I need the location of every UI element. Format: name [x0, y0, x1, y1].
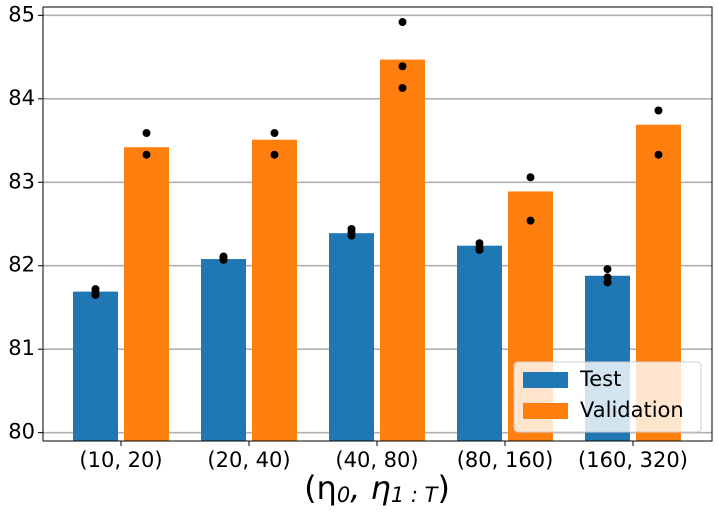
- x-label-part: , η: [350, 469, 391, 507]
- x-tick-label: (20, 40): [207, 448, 290, 472]
- x-tick-label: (40, 80): [335, 448, 418, 472]
- y-tick-label: 84: [8, 86, 35, 110]
- y-tick-label: 80: [8, 420, 35, 444]
- data-point: [526, 216, 535, 225]
- data-point: [270, 150, 279, 159]
- data-point: [475, 245, 484, 254]
- bar: [201, 259, 246, 441]
- legend-label: Validation: [580, 398, 684, 422]
- bar: [252, 139, 297, 441]
- data-point: [654, 150, 663, 159]
- data-point: [142, 129, 151, 138]
- data-point: [654, 106, 663, 115]
- x-label-part: ): [437, 469, 449, 507]
- bar: [329, 233, 374, 441]
- legend-swatch: [523, 372, 568, 388]
- y-tick-label: 82: [8, 253, 35, 277]
- x-label-subscript: 0: [337, 483, 350, 507]
- bar: [380, 59, 425, 441]
- legend-label: Test: [579, 367, 621, 391]
- data-point: [526, 173, 535, 182]
- data-point: [398, 18, 407, 27]
- x-label-subscript: 1 : T: [391, 483, 440, 507]
- data-point: [347, 231, 356, 240]
- data-point: [398, 62, 407, 71]
- legend-swatch: [523, 403, 568, 419]
- legend: Test Validation: [513, 361, 702, 433]
- plot-frame: [42, 6, 713, 442]
- data-point: [142, 150, 151, 159]
- data-point: [603, 265, 612, 274]
- x-tick-label: (80, 160): [457, 448, 554, 472]
- y-tick-label: 85: [8, 2, 35, 26]
- y-tick-label: 81: [8, 336, 35, 360]
- x-tick-label: (160, 320): [578, 448, 688, 472]
- data-point: [219, 255, 228, 264]
- bar: [73, 291, 118, 441]
- x-axis-label: (η0, η1 : T): [304, 469, 450, 507]
- bar: [124, 147, 169, 441]
- data-point: [270, 129, 279, 138]
- x-label-part: (η: [304, 469, 337, 507]
- x-tick-label: (10, 20): [79, 448, 162, 472]
- data-point: [398, 83, 407, 92]
- data-point: [603, 278, 612, 287]
- bar: [457, 245, 502, 441]
- y-tick-label: 83: [8, 169, 35, 193]
- data-point: [91, 290, 100, 299]
